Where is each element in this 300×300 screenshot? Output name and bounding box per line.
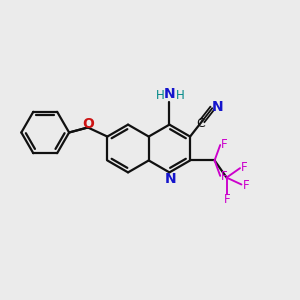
Text: H: H: [156, 88, 165, 102]
Text: N: N: [164, 87, 176, 101]
Text: C: C: [196, 117, 205, 130]
Text: F: F: [221, 170, 228, 183]
Text: O: O: [82, 118, 94, 131]
Text: F: F: [241, 161, 248, 174]
Text: H: H: [176, 88, 184, 102]
Text: F: F: [243, 178, 249, 192]
Text: N: N: [165, 172, 177, 186]
Text: F: F: [224, 193, 230, 206]
Text: N: N: [212, 100, 223, 114]
Text: F: F: [221, 138, 228, 151]
